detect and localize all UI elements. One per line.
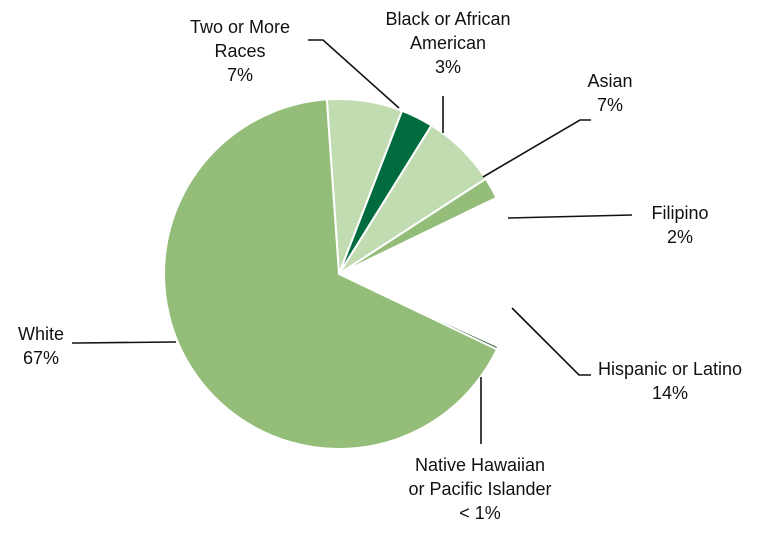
slice-value-label: 7% — [227, 65, 253, 85]
slice-value-label: 14% — [652, 383, 688, 403]
slice-label-filipino: Filipino 2% — [651, 203, 708, 247]
slices-layer — [162, 98, 515, 451]
slice-category-label: Black or African — [385, 9, 510, 29]
slice-label-native-hawaiian-or-pacific-islander: Native Hawaiian or Pacific Islander < 1% — [408, 455, 551, 523]
leader-line-asian — [482, 119, 591, 178]
slice-labels: Two or More Races 7% Black or African Americ… — [18, 9, 742, 523]
slice-label-two-or-more-races: Two or More Races 7% — [190, 17, 290, 85]
slice-category-label: Filipino — [651, 203, 708, 223]
slice-label-hispanic-or-latino: Hispanic or Latino 14% — [598, 359, 742, 403]
slice-label-asian: Asian 7% — [587, 71, 632, 115]
slice-category-label: Hispanic or Latino — [598, 359, 742, 379]
pie-slice-white — [162, 98, 499, 451]
pie-slice-hispanic-or-latino — [336, 196, 515, 348]
slice-category-label: Native Hawaiian — [415, 455, 545, 475]
slice-category-label: Asian — [587, 71, 632, 91]
slice-category-label: White — [18, 324, 64, 344]
slice-label-white: White 67% — [18, 324, 64, 368]
leader-lines — [72, 39, 633, 444]
slice-value-label: 7% — [597, 95, 623, 115]
slice-category-label: Two or More — [190, 17, 290, 37]
leader-line-filipino — [507, 214, 633, 219]
slice-category-label: Races — [214, 41, 265, 61]
slice-value-label: < 1% — [459, 503, 501, 523]
slice-category-label: American — [410, 33, 486, 53]
slice-value-label: 67% — [23, 348, 59, 368]
leader-line-two-or-more-races — [308, 39, 400, 109]
leader-line-hispanic-or-latino — [511, 307, 591, 376]
leader-line-white — [72, 341, 177, 344]
slice-value-label: 3% — [435, 57, 461, 77]
slice-label-black-or-african-american: Black or African American 3% — [385, 9, 510, 77]
slice-category-label: or Pacific Islander — [408, 479, 551, 499]
slice-value-label: 2% — [667, 227, 693, 247]
